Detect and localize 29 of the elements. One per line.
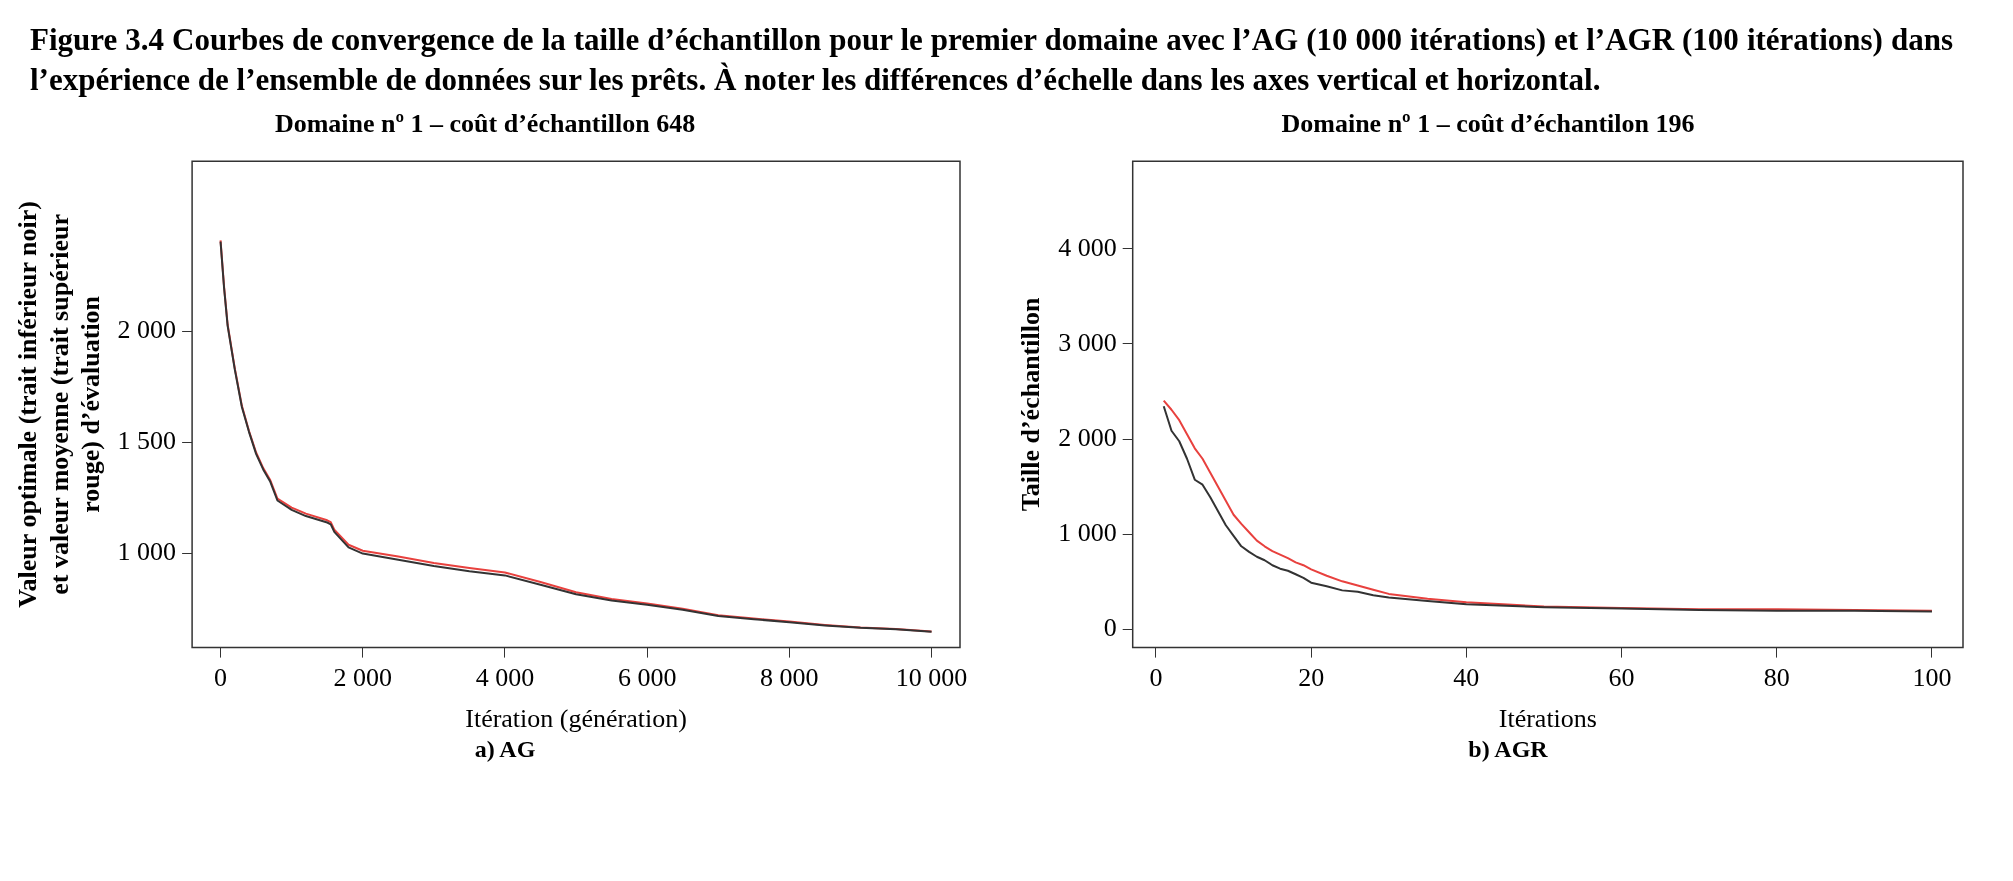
x-tick-label: 2 000 — [333, 663, 392, 693]
y-tick-label: 4 000 — [1058, 232, 1117, 262]
chart-title: Domaine nº 1 – coût d’échantillon 648 — [274, 109, 696, 139]
y-tick-label: 0 — [1103, 613, 1117, 643]
x-axis-title: Itérations — [1498, 704, 1597, 734]
y-axis-title: Valeur optimale (trait inférieur noir) et valeur moyenne (trait supérieur rouge) d’évaluation — [13, 201, 105, 608]
x-tick-label: 80 — [1763, 663, 1790, 693]
x-tick-label: 8 000 — [760, 663, 819, 693]
y-tick-label: 3 000 — [1058, 327, 1117, 357]
x-tick-label: 100 — [1912, 663, 1952, 693]
caption: Figure 3.4 Courbes de convergence de la taille d’échantillon pour le premier domaine avec l’AG (10 000 itérations) et l’AGR (100 itérations) dans l’expérience de l’ensemble de données sur les prêts. À noter les différences d’échelle dans les axes vertical et horizontal. — [30, 21, 1953, 99]
x-tick-label: 4 000 — [475, 663, 535, 693]
x-tick-label: 0 — [1149, 663, 1163, 693]
y-tick-label: 1 000 — [1058, 518, 1117, 548]
x-tick-label: 10 000 — [895, 663, 968, 693]
y-tick-label: 1 000 — [117, 537, 177, 567]
x-tick-label: 6 000 — [617, 663, 677, 693]
text: b) AGR — [1467, 736, 1549, 763]
y-tick-label: 1 500 — [117, 426, 177, 456]
y-axis-title: Taille d’échantillon — [1016, 297, 1046, 512]
x-tick-label: 20 — [1298, 663, 1325, 693]
x-axis-title: Itération (génération) — [465, 704, 687, 734]
x-tick-label: 60 — [1608, 663, 1635, 693]
chart-title: Domaine nº 1 – coût d’échantilon 196 — [1281, 109, 1695, 139]
text: a) AG — [473, 736, 537, 763]
x-tick-label: 40 — [1453, 663, 1480, 693]
y-tick-label: 2 000 — [1058, 422, 1117, 452]
x-tick-label: 0 — [214, 663, 228, 693]
y-tick-label: 2 000 — [117, 315, 177, 345]
